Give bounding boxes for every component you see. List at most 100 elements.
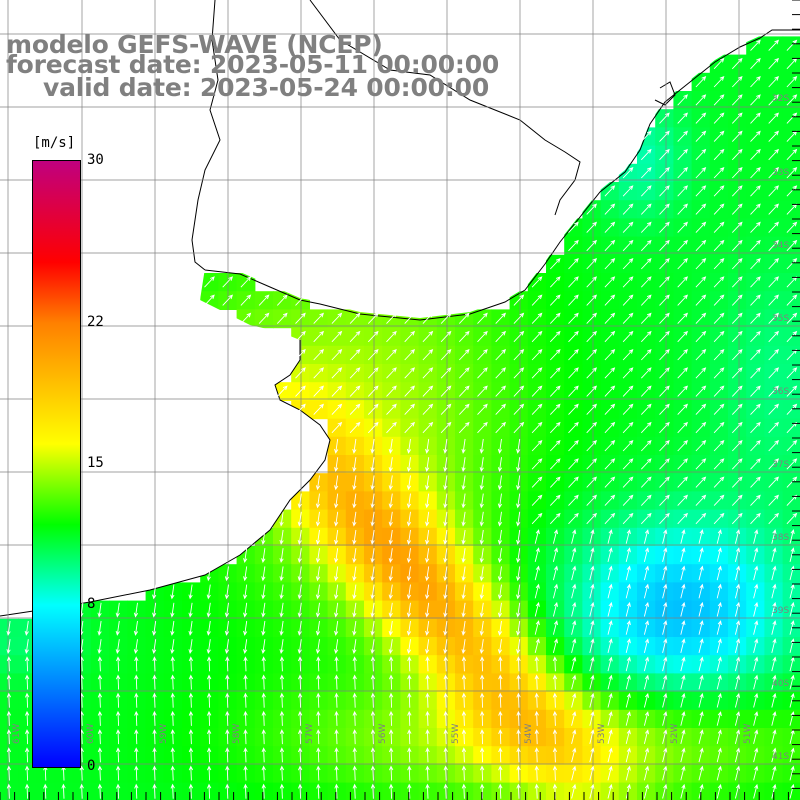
wind-arrow [115, 674, 121, 690]
wind-arrow [297, 765, 303, 781]
wind-arrow [443, 747, 448, 763]
wind-arrow [750, 94, 761, 106]
wind-arrow [662, 783, 668, 799]
wind-arrow [680, 620, 686, 635]
wind-arrow [695, 221, 707, 233]
wind-arrow [734, 620, 741, 635]
wind-arrow [659, 458, 670, 470]
wind-arrow [479, 710, 485, 726]
colorbar-label: 22 [87, 313, 104, 330]
wind-arrow [713, 221, 725, 233]
wind-arrow [152, 656, 157, 672]
wind-arrow [206, 729, 212, 745]
wind-arrow [589, 583, 595, 599]
wind-arrow [497, 620, 503, 636]
wind-arrow [443, 692, 448, 708]
wind-arrow [786, 385, 798, 397]
wind-arrow [771, 565, 777, 581]
wind-arrow [24, 656, 30, 672]
wind-arrow [571, 583, 577, 599]
wind-arrow [698, 565, 704, 581]
land-mask [0, 0, 800, 615]
wind-arrow [443, 548, 448, 564]
wind-arrow [6, 783, 12, 799]
wind-arrow [552, 583, 559, 599]
wind-arrow [404, 421, 416, 434]
wind-arrow [789, 601, 795, 617]
wind-arrow [713, 148, 725, 161]
wind-arrow [479, 566, 484, 582]
wind-arrow [479, 602, 484, 618]
wind-arrow [388, 656, 394, 672]
wind-arrow [677, 494, 689, 506]
wind-arrow [334, 602, 339, 618]
wind-arrow [334, 783, 339, 799]
wind-arrow [677, 94, 689, 106]
wind-arrow [513, 330, 525, 343]
wind-arrow [443, 584, 448, 600]
wind-arrow [625, 547, 631, 563]
lat-label: 32S [772, 94, 790, 104]
wind-arrow [571, 547, 577, 563]
wind-arrow [461, 656, 467, 672]
wind-arrow [659, 476, 670, 488]
wind-arrow [367, 367, 379, 379]
wind-arrow [695, 112, 707, 124]
wind-arrow [731, 403, 743, 415]
wind-arrow [659, 276, 670, 288]
wind-arrow [771, 765, 777, 781]
wind-arrow [461, 529, 466, 545]
wind-arrow [188, 783, 194, 799]
wind-arrow [716, 711, 722, 726]
wind-arrow [295, 385, 306, 397]
wind-arrow [388, 639, 393, 655]
wind-arrow [659, 258, 670, 270]
wind-arrow [443, 783, 448, 799]
wind-arrow [695, 185, 707, 197]
wind-arrow [789, 620, 795, 635]
wind-arrow [604, 403, 616, 415]
wind-arrow [352, 674, 357, 690]
wind-arrow [680, 601, 686, 617]
wind-arrow [568, 458, 579, 470]
wind-arrow [571, 729, 577, 745]
wind-arrow [695, 94, 707, 106]
wind-arrow [768, 148, 780, 161]
lon-label: 53W [597, 723, 607, 744]
wind-arrow [753, 638, 759, 654]
wind-arrow [352, 566, 357, 582]
wind-arrow [334, 584, 339, 600]
wind-arrow [734, 565, 741, 581]
wind-arrow [443, 710, 448, 726]
wind-arrow [768, 294, 780, 306]
wind-arrow [731, 148, 743, 161]
wind-arrow [170, 602, 175, 618]
wind-arrow [516, 783, 521, 799]
wind-arrow [549, 367, 561, 379]
wind-arrow [552, 692, 558, 708]
wind-arrow [406, 566, 412, 582]
wind-arrow [443, 656, 448, 672]
wind-arrow [425, 783, 430, 799]
wind-arrow [771, 747, 777, 763]
wind-arrow [316, 729, 321, 745]
wind-arrow [516, 493, 521, 509]
wind-arrow [607, 601, 613, 617]
wind-arrow [716, 656, 722, 672]
wind-arrow [479, 747, 485, 763]
wind-arrow [604, 330, 616, 343]
wind-arrow [461, 602, 466, 618]
wind-arrow [640, 239, 652, 252]
wind-arrow [695, 312, 707, 324]
wind-arrow [498, 674, 503, 690]
wind-arrow [516, 602, 521, 618]
wind-arrow [680, 711, 686, 726]
wind-arrow [388, 529, 393, 545]
wind-arrow [568, 440, 579, 452]
wind-arrow [571, 656, 577, 672]
wind-arrow [568, 367, 579, 379]
wind-arrow [734, 529, 741, 544]
wind-arrow [571, 674, 577, 690]
wind-arrow [568, 221, 579, 233]
wind-arrow [370, 729, 376, 745]
